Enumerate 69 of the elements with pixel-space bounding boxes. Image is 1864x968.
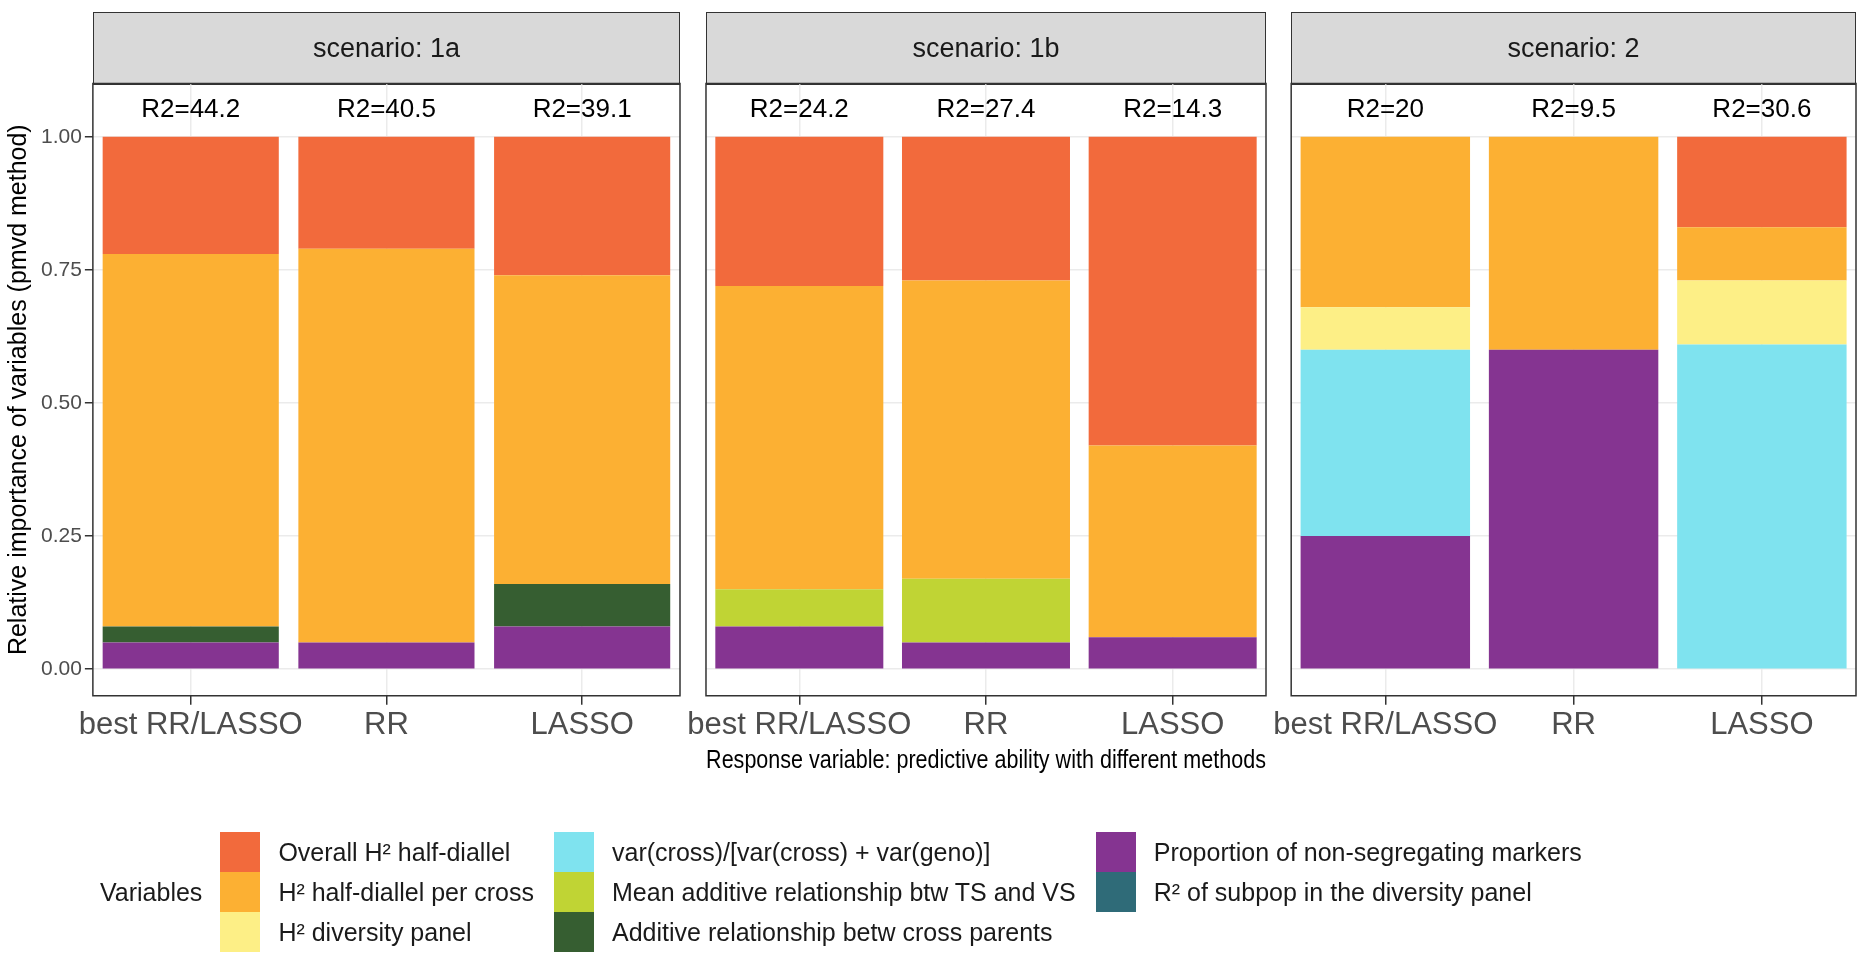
- legend-label: Proportion of non-segregating markers: [1153, 837, 1582, 867]
- legend-label: Additive relationship betw cross parents: [612, 917, 1053, 947]
- bar: [102, 253, 279, 627]
- bar: [298, 248, 475, 643]
- x-tick-label: LASSO: [530, 705, 634, 741]
- y-tick-label: 0.00: [41, 655, 82, 679]
- annotation: R2=30.6: [1712, 93, 1812, 124]
- legend-label: Mean additive relationship btw TS and VS: [612, 877, 1076, 907]
- bar: [901, 280, 1070, 579]
- y-tick-label: 0.25: [41, 522, 82, 546]
- x-tick-label: best RR/LASSO: [78, 705, 303, 741]
- bar: [494, 136, 671, 276]
- bar: [715, 285, 884, 590]
- bar: [1088, 637, 1257, 669]
- x-tick-label: LASSO: [1120, 705, 1225, 741]
- annotation: R2=14.3: [1123, 93, 1223, 124]
- bar: [1677, 227, 1847, 281]
- bar: [494, 275, 671, 585]
- bar: [1300, 536, 1471, 669]
- x-axis-title: Response variable: predictive ability with different methods: [706, 745, 1266, 774]
- y-tick-label: 1.00: [41, 123, 82, 147]
- bar: [715, 626, 884, 669]
- bar: [1677, 344, 1847, 669]
- bar: [901, 642, 1070, 669]
- legend-title: Variables: [100, 877, 203, 907]
- x-tick-label: best RR/LASSO: [1273, 705, 1498, 741]
- x-tick-label: RR: [963, 705, 1009, 741]
- bar: [715, 589, 884, 627]
- x-tick-label: RR: [364, 705, 409, 741]
- bar: [901, 136, 1070, 281]
- bar: [298, 642, 475, 669]
- y-tick-label: 0.75: [41, 256, 82, 280]
- legend-label: H² diversity panel: [278, 917, 472, 947]
- legend-label: Overall H² half-diallel: [278, 837, 511, 867]
- annotation: R2=44.2: [141, 93, 241, 124]
- bar: [715, 136, 884, 286]
- bar: [1088, 136, 1257, 446]
- bar: [1677, 136, 1847, 228]
- bar: [901, 578, 1070, 643]
- bar: [1488, 349, 1659, 669]
- bar: [102, 136, 279, 254]
- bar: [298, 136, 475, 249]
- bar: [102, 626, 279, 643]
- chart-title: scenario: 1b: [705, 12, 1266, 85]
- y-tick-label: 0.50: [41, 389, 82, 413]
- legend-label: R² of subpop in the diversity panel: [1153, 877, 1532, 907]
- bar: [1300, 136, 1471, 308]
- annotation: R2=40.5: [336, 93, 436, 124]
- annotation: R2=9.5: [1531, 93, 1616, 124]
- bar: [1677, 280, 1847, 345]
- legend-label: H² half-diallel per cross: [278, 877, 535, 907]
- x-tick-label: LASSO: [1710, 705, 1814, 741]
- x-tick-label: RR: [1551, 705, 1596, 741]
- chart-title: scenario: 1a: [92, 12, 680, 85]
- annotation: R2=27.4: [936, 93, 1036, 124]
- bar: [1300, 349, 1471, 537]
- y-axis-title: Relative importance of variables (pmvd method): [2, 124, 31, 656]
- bar: [1488, 136, 1659, 350]
- bar: [102, 642, 279, 669]
- annotation: R2=24.2: [749, 93, 849, 124]
- annotation: R2=39.1: [532, 93, 632, 124]
- bar: [1088, 445, 1257, 638]
- bar: [494, 584, 671, 627]
- legend-label: var(cross)/[var(cross) + var(geno)]: [612, 837, 991, 867]
- bar: [494, 626, 671, 669]
- chart-title: scenario: 2: [1291, 12, 1856, 85]
- bar: [1300, 307, 1471, 350]
- annotation: R2=20: [1346, 93, 1424, 124]
- x-tick-label: best RR/LASSO: [687, 705, 912, 741]
